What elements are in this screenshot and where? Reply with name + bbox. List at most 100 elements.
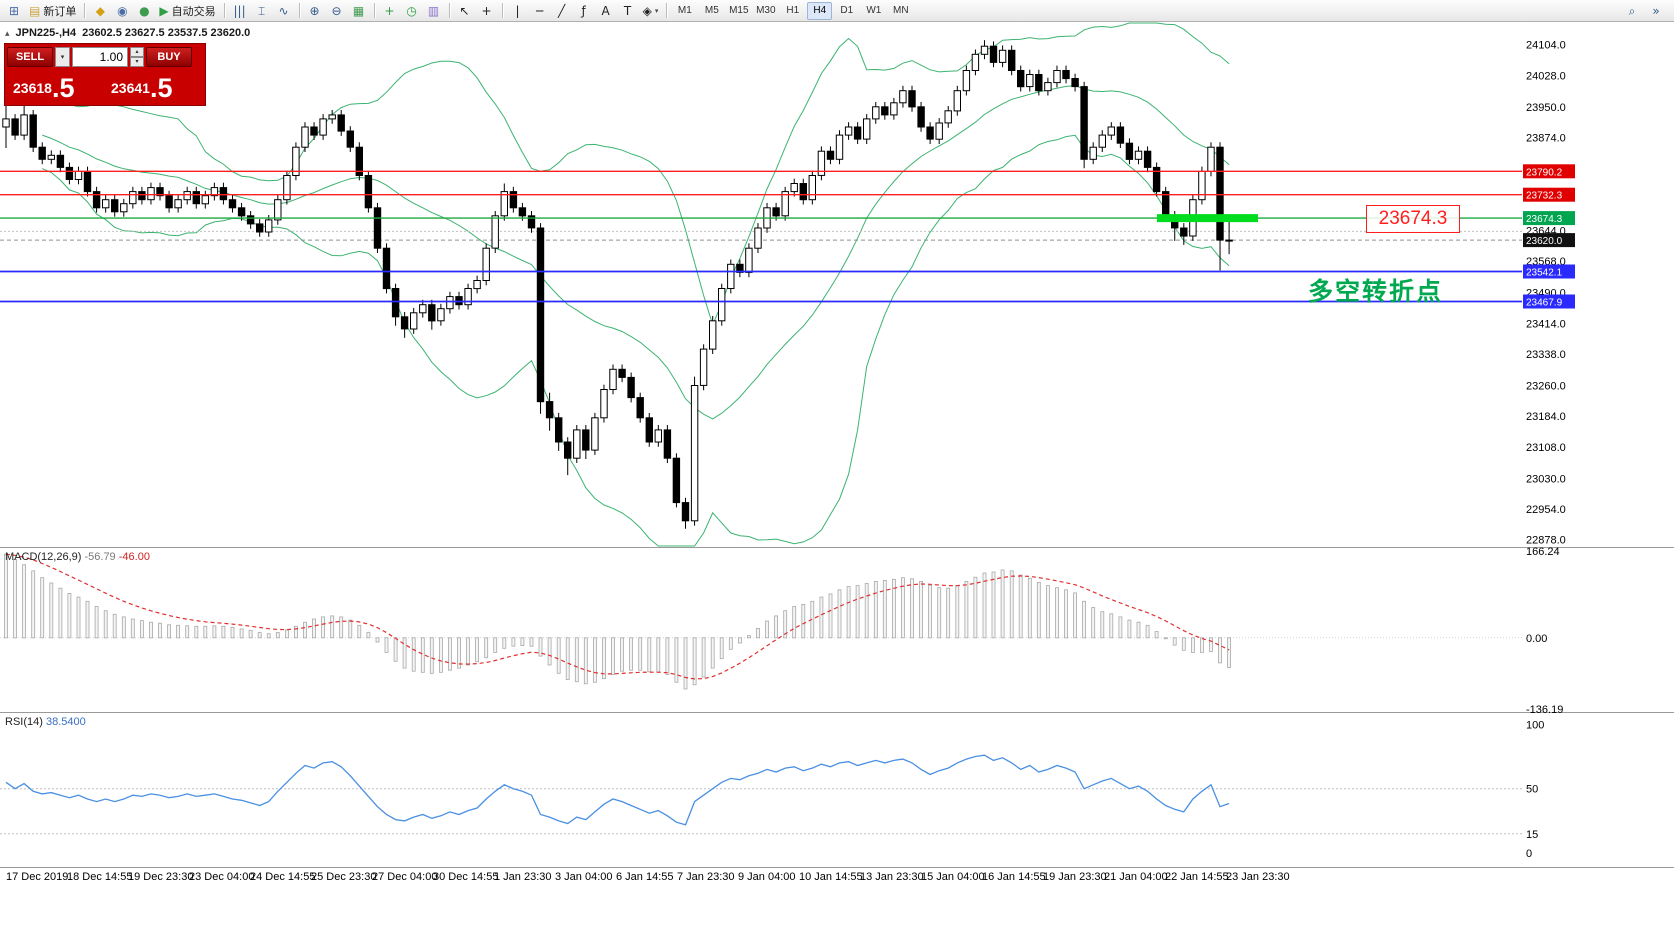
svg-text:23674.3: 23674.3 [1526,214,1563,225]
new-order-button: ▤ [29,3,41,18]
timeframe-w1[interactable]: W1 [861,2,886,20]
svg-text:15 Jan 04:00: 15 Jan 04:00 [921,871,985,883]
timeframe-h4[interactable]: H4 [807,1,833,20]
buy-button[interactable]: BUY [146,47,192,67]
crosshair-icon: + [481,3,492,18]
toolbar-group: | ─ ╱ ƒ A T ◈ ▾ [507,0,663,22]
cursor-icon[interactable]: ↖ [454,1,476,20]
periods-icon[interactable]: ◷ [401,1,423,20]
macd-axis-labels[interactable]: 166.24 0.00 -136.19 [1526,546,1563,716]
new-order-button[interactable]: ▤ 新订单 [25,1,80,20]
timeframe-m1[interactable]: M1 [672,2,697,20]
rsi-levels [0,788,1522,835]
horizontal-lines[interactable] [0,170,1522,303]
vertical-line-icon[interactable]: | [507,1,529,20]
svg-text:100: 100 [1526,719,1544,731]
svg-text:21 Jan 04:00: 21 Jan 04:00 [1104,871,1168,883]
pane-separators [0,547,1674,868]
svg-text:22 Jan 14:55: 22 Jan 14:55 [1165,871,1229,883]
candlestick-chart-icon[interactable]: ⌶ [251,1,273,20]
periods-icon: ◷ [406,3,417,18]
text-icon[interactable]: A [595,1,617,20]
svg-text:23542.1: 23542.1 [1526,268,1563,279]
macd-signal-line [5,553,1230,680]
horizontal-line-icon[interactable]: ─ [529,1,551,20]
toolbar-separator [501,3,503,18]
fibonacci-icon: ƒ [581,3,586,18]
svg-text:23184.0: 23184.0 [1526,411,1566,423]
tile-windows-icon[interactable]: ▦ [348,1,370,20]
svg-text:30 Dec 14:55: 30 Dec 14:55 [433,871,498,883]
price-axis-labels[interactable]: 24104.024028.023950.023874.023644.023568… [1526,40,1566,547]
line-chart-icon[interactable]: ∿ [273,1,295,20]
macd-name: MACD(12,26,9) [5,551,82,563]
ohlc-readout: 23602.5 23627.5 23537.5 23620.0 [82,27,251,39]
mql5-community-icon[interactable]: ◆ [89,1,111,20]
mql5-community-icon: ◆ [95,3,105,18]
rsi-line [5,754,1230,826]
svg-text:6 Jan 14:55: 6 Jan 14:55 [616,871,674,883]
timeframe-h1[interactable]: H1 [780,2,805,20]
volume-input[interactable] [72,47,128,67]
timeframe-mn[interactable]: MN [888,2,913,20]
news-icon[interactable]: ● [133,1,155,20]
rsi-name: RSI(14) [5,716,43,728]
svg-text:24 Dec 14:55: 24 Dec 14:55 [250,871,315,883]
quick-search-icon[interactable]: ⌕ [1621,1,1643,20]
shapes-icon: ◈ [642,3,652,18]
toolbar-separator [84,3,86,18]
volume-down-button[interactable]: ▾ [130,57,144,67]
toolbar-more-icon: » [1652,3,1660,18]
bid-price-main: 23618 [13,80,52,96]
toolbar-more-icon[interactable]: » [1645,1,1667,20]
indicators-icon[interactable]: + [379,1,401,20]
ask-price-main: 23641 [111,80,150,96]
fibonacci-icon[interactable]: ƒ [573,1,595,20]
toolbar-group: ◆ ◉ ● ▶ 自动交易 [89,0,219,22]
trendline-icon[interactable]: ╱ [551,1,573,20]
news-icon: ● [139,3,150,18]
autotrade-button-label: 自动交易 [171,5,216,18]
new-chart-icon[interactable]: ⊞ [3,1,25,20]
toolbar-group: ↖ + [454,0,498,22]
one-click-collapse-icon[interactable]: ▴ [5,27,10,38]
symbol-period-label: JPN225-,H4 [15,27,77,39]
autotrade-button[interactable]: ▶ 自动交易 [155,1,219,20]
price-badges: 23790.2 23732.3 23674.3 23620.0 23542.1 23467… [1523,164,1575,309]
timeframe-m5[interactable]: M5 [699,2,724,20]
text-label-icon[interactable]: T [617,1,639,20]
pivot-point-note[interactable]: 多空转折点 [1308,278,1444,306]
zoom-in-icon[interactable]: ⊕ [304,1,326,20]
rsi-axis-labels[interactable]: 100 50 15 0 [1526,719,1544,860]
svg-text:23108.0: 23108.0 [1526,442,1566,454]
svg-text:0: 0 [1526,848,1532,860]
zoom-out-icon[interactable]: ⊖ [326,1,348,20]
templates-icon[interactable]: ▥ [423,1,445,20]
volume-dropdown-button[interactable]: ▾ [55,47,70,67]
toolbar-group: ⊕ ⊖ ▦ [304,0,370,22]
bar-chart-icon[interactable]: ||| [229,1,251,20]
sell-button[interactable]: SELL [7,47,53,67]
candlesticks [2,40,1233,529]
quick-search-icon: ⌕ [1628,3,1636,18]
svg-text:23467.9: 23467.9 [1526,298,1563,309]
crosshair-icon[interactable]: + [476,1,498,20]
svg-text:24104.0: 24104.0 [1526,40,1566,52]
text-icon: A [601,3,610,18]
price-annotation-box[interactable]: 23674.3 [1366,205,1460,233]
volume-up-button[interactable]: ▴ [130,47,144,57]
svg-text:0.00: 0.00 [1526,633,1547,645]
user-account-icon[interactable]: ◉ [111,1,133,20]
timeframe-d1[interactable]: D1 [834,2,859,20]
svg-text:23338.0: 23338.0 [1526,349,1566,361]
timeframe-m30[interactable]: M30 [753,2,778,20]
user-account-icon: ◉ [117,3,128,18]
toolbar-separator [223,3,225,18]
shapes-icon[interactable]: ◈ ▾ [639,1,663,20]
timeframe-m15[interactable]: M15 [726,2,751,20]
svg-text:10 Jan 14:55: 10 Jan 14:55 [799,871,863,883]
toolbar-right-icons: ⌕» [1621,1,1671,20]
svg-text:23414.0: 23414.0 [1526,318,1566,330]
